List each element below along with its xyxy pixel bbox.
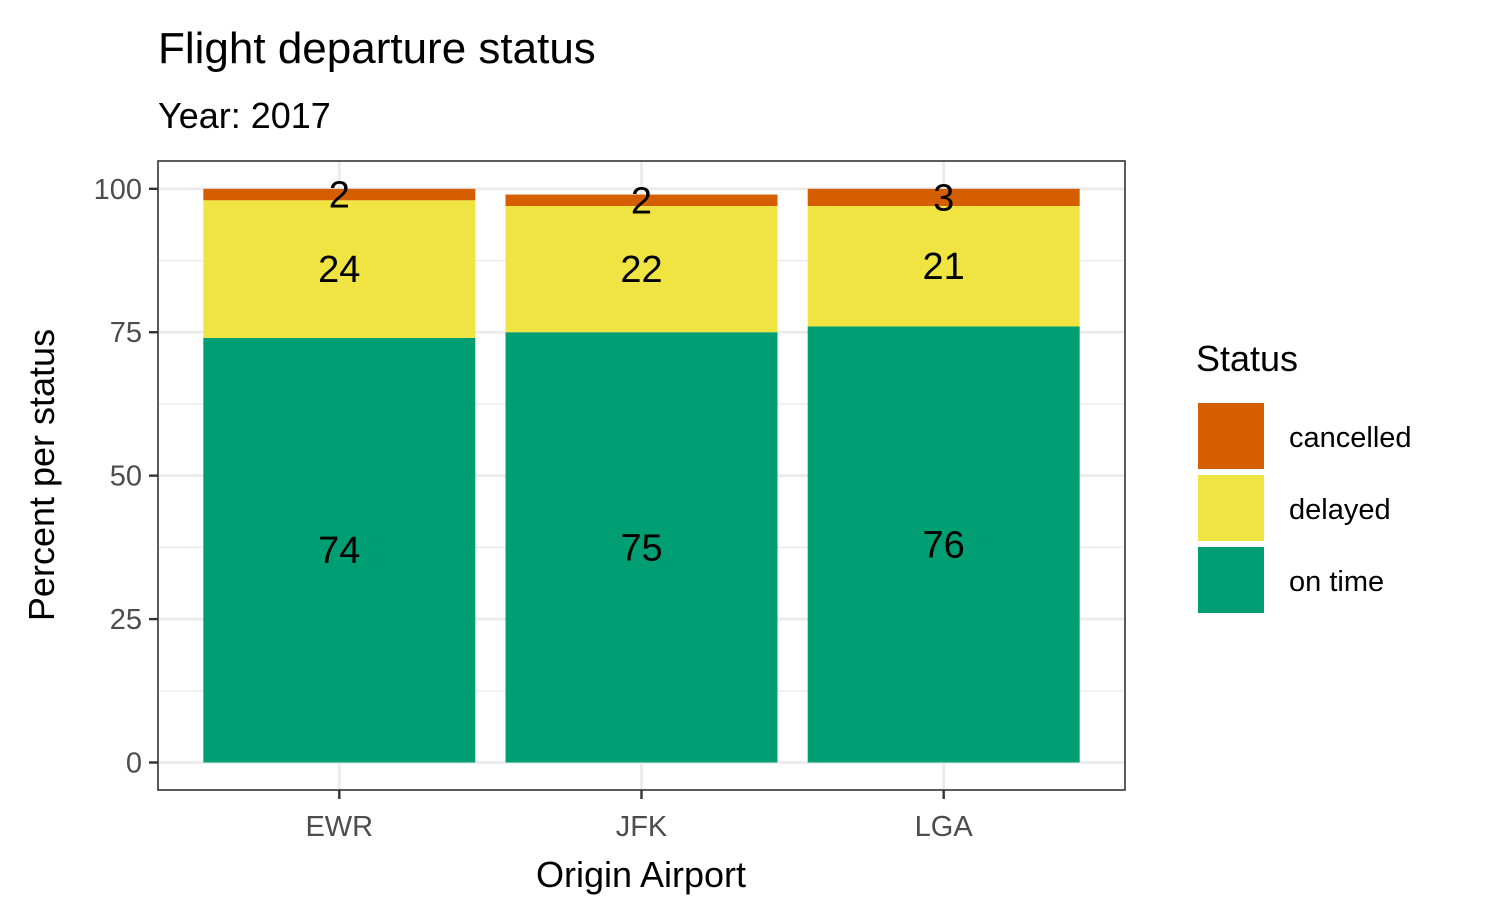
bar-lga-on-time — [807, 326, 1080, 763]
legend-key-cancelled — [1198, 403, 1264, 469]
bar-label: 21 — [923, 246, 965, 288]
bar-jfk-cancelled — [505, 194, 778, 207]
bar-ewr-delayed — [203, 200, 476, 338]
x-tick-label: EWR — [305, 811, 373, 843]
y-tick-label: 0 — [126, 748, 142, 780]
legend: Status cancelled delayed on time — [1196, 338, 1412, 613]
bar-ewr-on-time — [203, 337, 476, 763]
chart-title: Flight departure status — [158, 24, 596, 73]
y-axis: 0 25 50 75 100 — [94, 174, 158, 780]
bar-label: 76 — [923, 524, 965, 566]
bar-jfk-on-time — [505, 332, 778, 763]
legend-key-delayed — [1198, 475, 1264, 541]
bar-label: 2 — [631, 180, 652, 222]
y-axis-title: Percent per status — [21, 329, 62, 621]
bar-label: 24 — [318, 249, 360, 291]
y-tick-label: 100 — [94, 174, 142, 206]
legend-title: Status — [1196, 338, 1298, 379]
bars — [203, 188, 1080, 763]
legend-key-on-time — [1198, 547, 1264, 613]
bar-label: 22 — [620, 249, 662, 291]
bar-lga-cancelled — [807, 188, 1080, 207]
bar-lga-delayed — [807, 206, 1080, 327]
legend-label: on time — [1289, 566, 1384, 598]
chart-subtitle: Year: 2017 — [158, 95, 331, 136]
x-axis: EWR JFK LGA — [305, 790, 973, 843]
bar-label: 74 — [318, 530, 360, 572]
bar-label: 75 — [620, 527, 662, 569]
y-tick-label: 75 — [110, 317, 142, 349]
bar-jfk-delayed — [505, 206, 778, 333]
bar-ewr-cancelled — [203, 188, 476, 201]
legend-label: cancelled — [1289, 422, 1412, 454]
x-tick-label: JFK — [616, 811, 668, 843]
legend-label: delayed — [1289, 494, 1391, 526]
bar-label: 2 — [329, 175, 350, 217]
y-tick-label: 50 — [110, 461, 142, 493]
x-axis-title: Origin Airport — [536, 854, 746, 895]
bar-label: 3 — [933, 177, 954, 219]
x-tick-label: LGA — [915, 811, 974, 843]
y-tick-label: 25 — [110, 604, 142, 636]
